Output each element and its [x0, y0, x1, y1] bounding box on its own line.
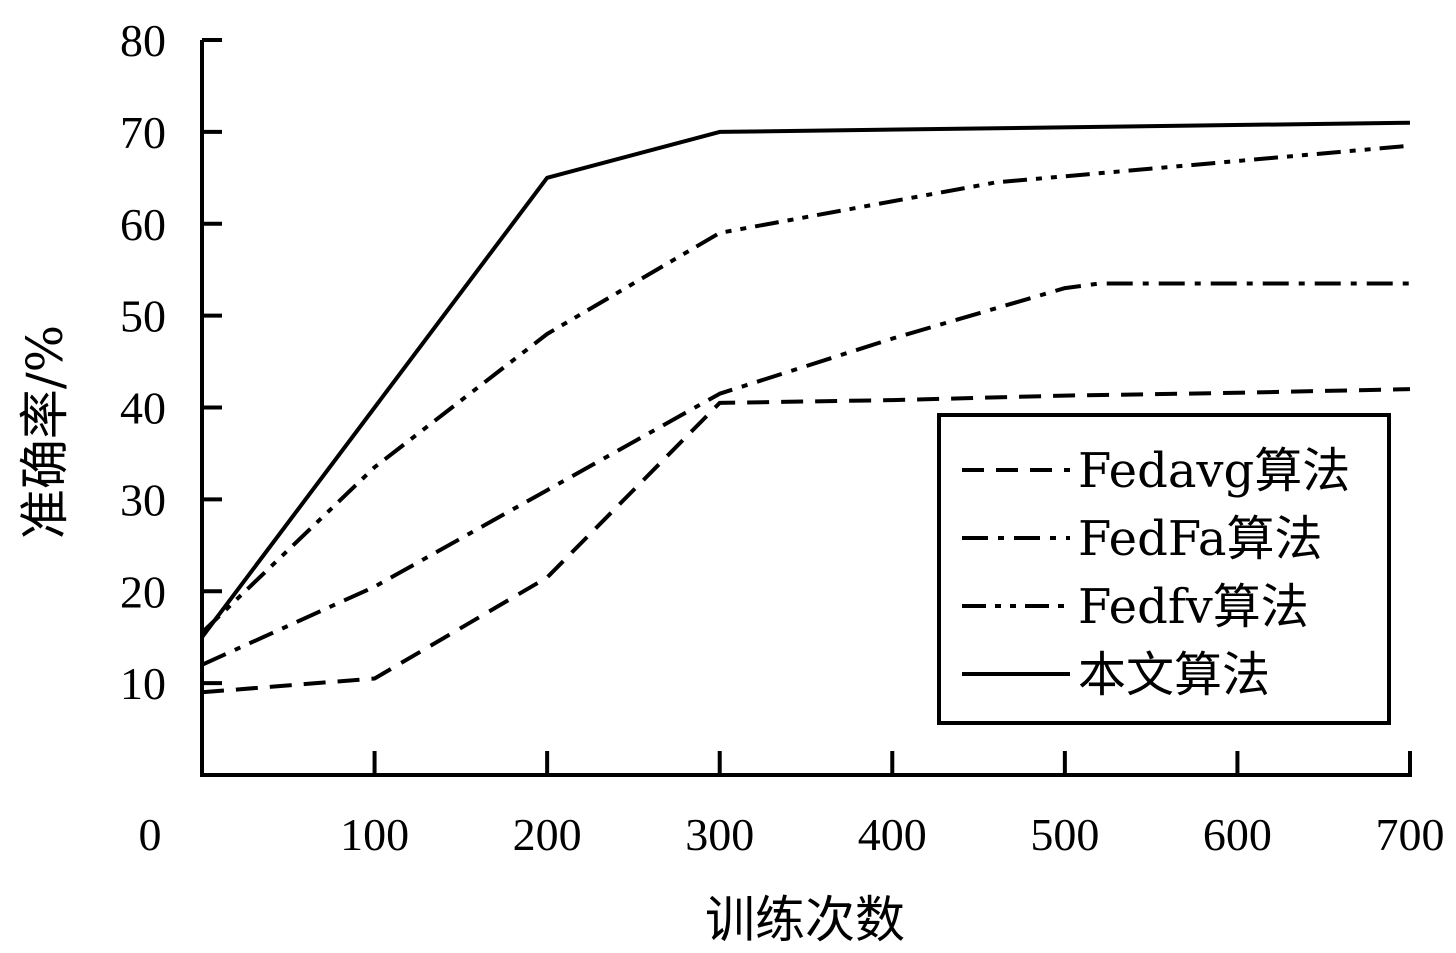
legend-box	[937, 413, 1391, 725]
legend-label: Fedfv算法	[1078, 579, 1309, 635]
x-tick-label: 700	[1376, 809, 1445, 860]
legend-label: Fedavg算法	[1078, 443, 1350, 499]
x-tick-label: 300	[685, 809, 754, 860]
x-tick-label: 0	[139, 809, 162, 860]
x-axis-title: 训练次数	[705, 891, 905, 949]
x-tick-label: 200	[513, 809, 582, 860]
series-line	[200, 143, 1411, 635]
y-tick-label: 40	[120, 383, 166, 434]
y-tick-label: 70	[120, 107, 166, 158]
y-tick-label: 10	[120, 658, 166, 709]
legend-label: FedFa算法	[1078, 511, 1322, 567]
y-axis-title: 准确率/%	[16, 325, 74, 539]
x-tick-label: 100	[340, 809, 409, 860]
series-line	[201, 387, 1411, 695]
series-layer	[200, 120, 1411, 695]
y-tick-label: 80	[120, 15, 166, 66]
x-tick-label: 400	[858, 809, 927, 860]
axes: 10 20 30 40 50 60 70 80 0 100 200 300 400 500 600 700	[120, 15, 1445, 860]
y-tick-label: 50	[120, 291, 166, 342]
legend-label: 本文算法	[1078, 647, 1270, 703]
series-line	[201, 281, 1410, 667]
y-tick-label: 60	[120, 199, 166, 250]
series-line	[200, 120, 1411, 639]
x-tick-label: 600	[1203, 809, 1272, 860]
y-tick-label: 20	[120, 566, 166, 617]
x-tick-label: 500	[1030, 809, 1099, 860]
y-tick-label: 30	[120, 474, 166, 525]
